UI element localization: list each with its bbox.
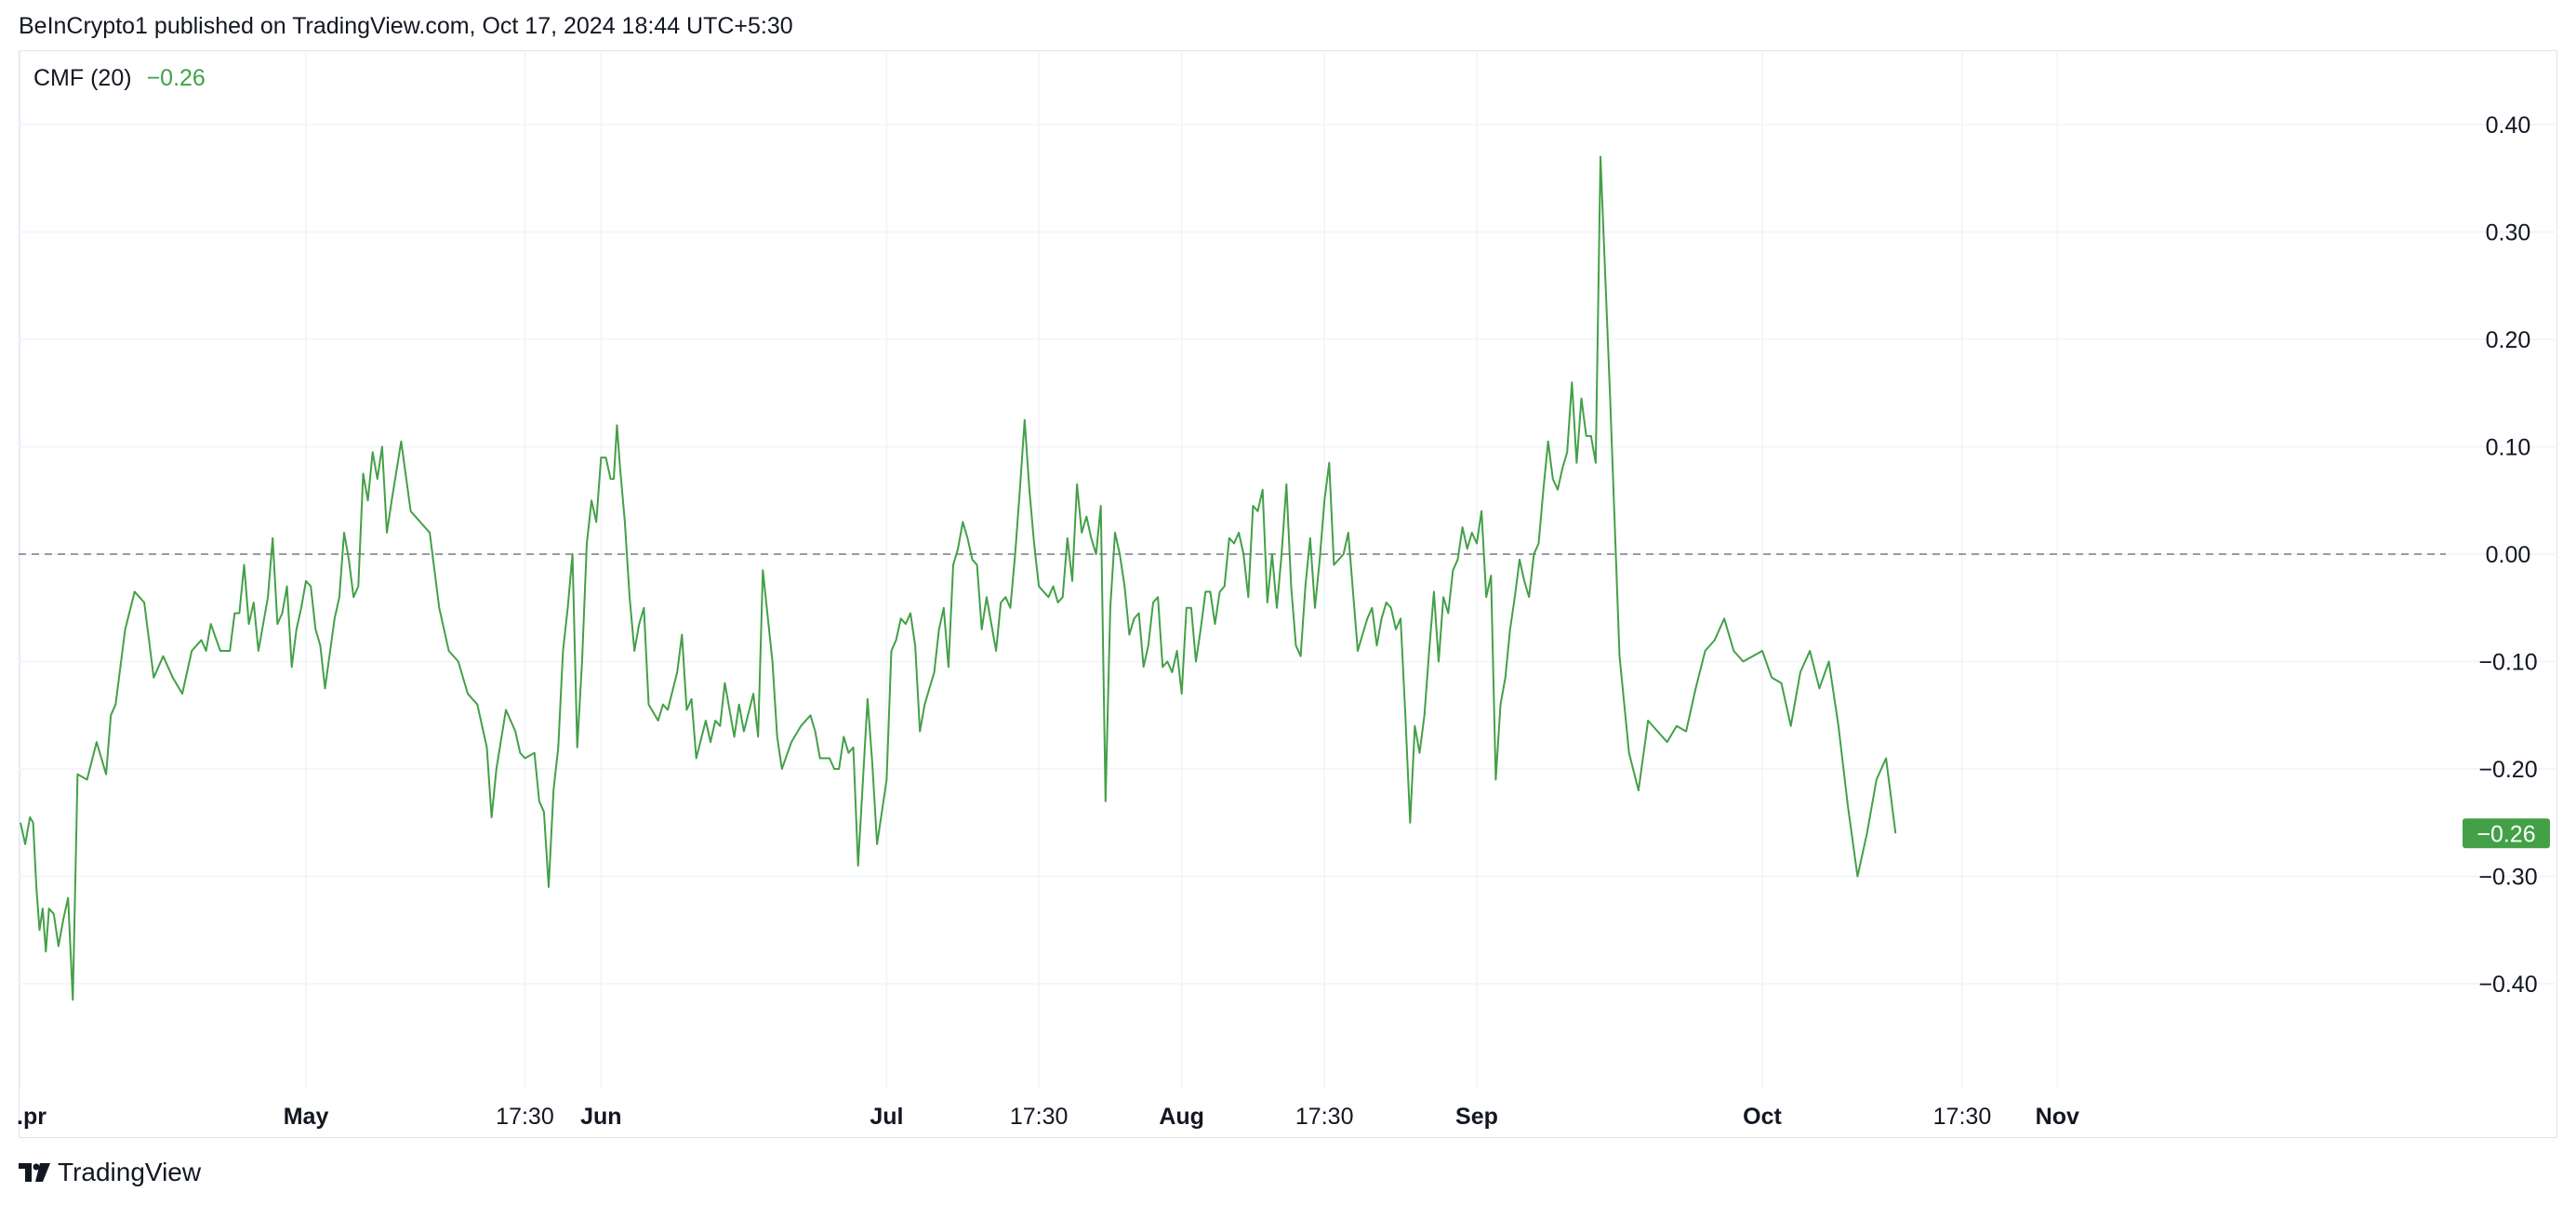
x-tick-label-6: Aug [1159,1104,1204,1130]
last-value-badge-bg [2463,818,2550,849]
tradingview-brand-text: TradingView [58,1158,202,1186]
y-tick-label-7: −0.30 [2478,865,2537,891]
last-value-badge: −0.26 [2463,818,2550,849]
indicator-value: −0.26 [146,65,206,91]
y-tick-label-5: −0.10 [2478,650,2537,676]
tradingview-logo-icon [19,1163,50,1182]
chart-pane[interactable] [19,50,2557,1138]
indicator-name: CMF (20) [33,65,132,91]
y-tick-label-2: 0.20 [2486,327,2531,353]
last-value-badge-label: −0.26 [2476,821,2535,847]
y-tick-label-1: 0.30 [2486,220,2531,246]
y-tick-label-6: −0.20 [2478,757,2537,783]
x-tick-label-7: 17:30 [1295,1104,1354,1130]
y-tick-label-4: 0.00 [2486,542,2531,568]
x-tick-label-4: Jul [870,1104,903,1130]
indicator-legend[interactable]: CMF (20) −0.26 [33,65,206,92]
x-tick-label-5: 17:30 [1010,1104,1069,1130]
price-scale[interactable]: 0.40 0.30 0.20 0.10 0.00 −0.10 −0.20 −0.30 −0.40 [2478,113,2537,998]
x-tick-label-10: 17:30 [1933,1104,1992,1130]
y-tick-label-3: 0.10 [2486,435,2531,461]
tradingview-brand[interactable]: TradingView [19,1158,201,1187]
x-tick-label-8: Sep [1455,1104,1498,1130]
x-tick-label-2: 17:30 [496,1104,554,1130]
x-tick-label-9: Oct [1743,1104,1782,1130]
grid-lines [19,50,2557,1088]
x-tick-label-1: May [284,1104,329,1130]
x-tick-label-11: Nov [2036,1104,2079,1130]
x-tick-label-3: Jun [580,1104,621,1130]
time-scale[interactable]: .pr May 17:30 Jun Jul 17:30 Aug 17:30 Sep Oct 17:3… [17,1104,2079,1130]
cmf-series-line [20,155,1897,1001]
x-tick-label-0: .pr [17,1104,46,1130]
y-tick-label-8: −0.40 [2478,972,2537,998]
y-tick-label-0: 0.40 [2486,113,2531,139]
publisher-caption: BeInCrypto1 published on TradingView.com… [19,13,793,39]
